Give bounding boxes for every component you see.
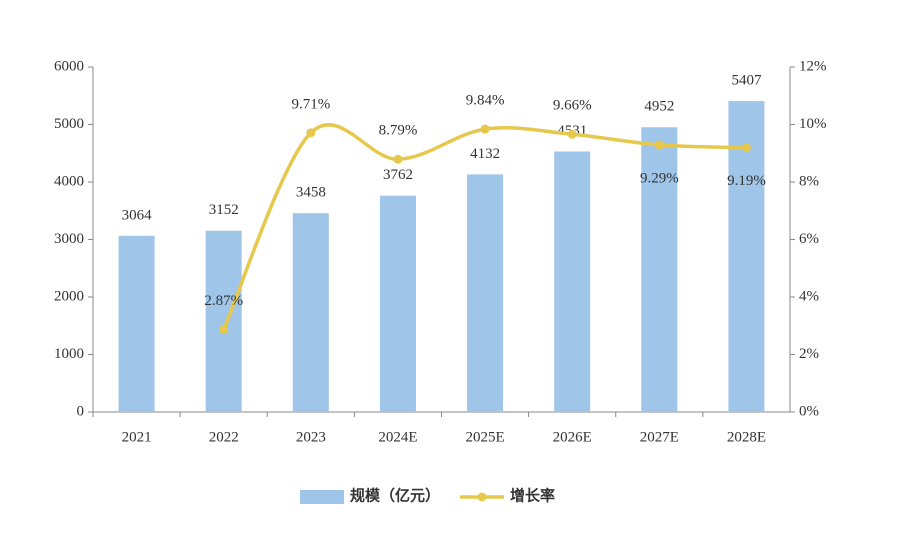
y-tick-label: 2000 xyxy=(54,288,84,304)
x-tick-label: 2025E xyxy=(465,429,504,445)
bar xyxy=(554,151,591,412)
legend-label: 增长率 xyxy=(510,486,555,504)
y-tick-label: 5000 xyxy=(54,116,84,132)
x-tick-label: 2021 xyxy=(122,429,152,445)
bar xyxy=(641,127,678,412)
line-point xyxy=(306,128,316,138)
bar xyxy=(467,174,504,412)
legend-label: 规模（亿元） xyxy=(350,486,440,504)
line-label: 9.29% xyxy=(640,170,679,186)
x-tick-label: 2028E xyxy=(727,429,766,445)
y-tick-label: 0 xyxy=(77,403,85,419)
y-tick-label: 3000 xyxy=(54,231,84,247)
line-label: 2.87% xyxy=(204,293,243,309)
y2-tick-label: 8% xyxy=(799,173,819,189)
x-tick-label: 2023 xyxy=(296,429,326,445)
y2-tick-label: 4% xyxy=(799,288,819,304)
y-tick-label: 1000 xyxy=(54,346,84,362)
y2-tick-label: 6% xyxy=(799,231,819,247)
line-label: 9.19% xyxy=(727,173,766,189)
legend-swatch-point xyxy=(477,492,487,502)
y-tick-label: 4000 xyxy=(54,173,84,189)
line-label: 8.79% xyxy=(379,123,418,139)
legend-swatch xyxy=(300,490,344,504)
bar-label: 3762 xyxy=(383,167,413,183)
line-label: 9.66% xyxy=(553,98,592,114)
bar-label: 3152 xyxy=(209,202,239,218)
line-point xyxy=(654,140,664,150)
bar-label: 4952 xyxy=(644,99,674,115)
bar xyxy=(728,101,765,412)
x-tick-label: 2022 xyxy=(209,429,239,445)
line-point xyxy=(480,124,490,134)
x-tick-label: 2024E xyxy=(378,429,417,445)
bar-label: 3064 xyxy=(122,207,153,223)
line-label: 9.84% xyxy=(466,93,505,109)
line-label: 9.71% xyxy=(291,96,330,112)
y2-tick-label: 2% xyxy=(799,346,819,362)
bar-label: 5407 xyxy=(731,73,762,89)
bar xyxy=(118,235,155,412)
y-tick-label: 6000 xyxy=(54,58,84,74)
bar xyxy=(205,230,242,412)
y2-tick-label: 12% xyxy=(799,58,827,74)
line-point xyxy=(741,143,751,153)
y2-tick-label: 10% xyxy=(799,116,827,132)
line-point xyxy=(393,154,403,164)
bar xyxy=(379,195,416,412)
line-point xyxy=(567,129,577,139)
line-point xyxy=(219,324,229,334)
bar xyxy=(292,213,329,412)
y2-tick-label: 0% xyxy=(799,403,819,419)
bar-label: 4132 xyxy=(470,146,500,162)
x-tick-label: 2026E xyxy=(553,429,592,445)
bar-label: 3458 xyxy=(296,185,326,201)
x-tick-label: 2027E xyxy=(640,429,679,445)
